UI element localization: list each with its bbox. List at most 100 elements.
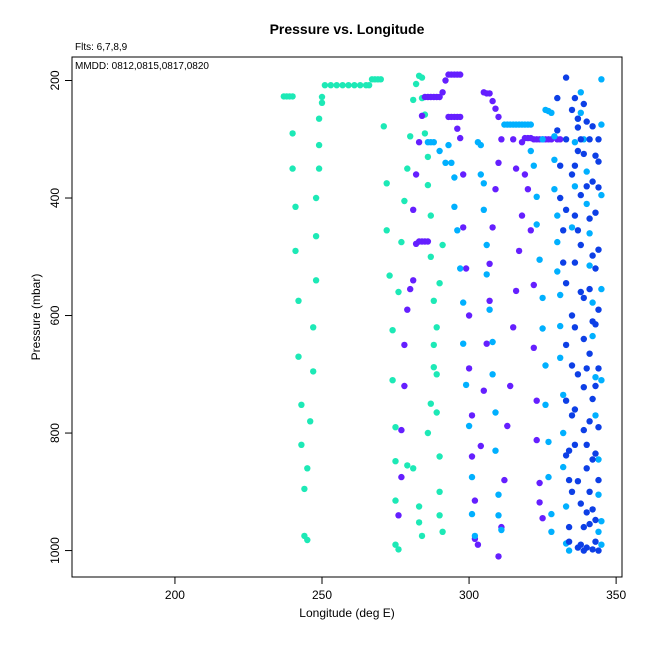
data-point	[592, 412, 599, 419]
data-point	[571, 259, 579, 266]
data-point	[595, 528, 602, 535]
data-point	[304, 465, 311, 472]
data-point	[492, 105, 499, 112]
data-point	[398, 238, 405, 246]
data-point	[598, 377, 605, 384]
data-point	[395, 512, 402, 519]
data-point	[539, 294, 546, 302]
data-point	[504, 422, 511, 430]
data-point	[592, 450, 599, 457]
data-point	[512, 287, 520, 295]
y-tick-label: 400	[48, 188, 62, 208]
data-point	[457, 113, 464, 121]
data-point	[571, 94, 579, 102]
data-point	[560, 429, 567, 437]
data-point	[568, 171, 576, 178]
data-point	[477, 442, 484, 450]
data-point	[486, 90, 493, 97]
data-point	[595, 136, 602, 143]
data-point	[439, 528, 446, 535]
data-point	[589, 506, 596, 513]
data-point	[451, 174, 458, 181]
data-point	[536, 256, 543, 263]
data-point	[407, 133, 414, 140]
data-point	[415, 139, 423, 146]
x-tick-label: 300	[459, 588, 479, 602]
data-point	[554, 212, 561, 219]
data-point	[401, 382, 408, 390]
data-point	[433, 324, 440, 331]
data-point	[554, 238, 561, 246]
data-point	[580, 335, 587, 343]
data-point	[492, 447, 499, 454]
data-point	[583, 118, 590, 125]
data-point	[392, 497, 399, 504]
data-point	[389, 327, 396, 334]
data-point	[574, 115, 582, 122]
data-point	[471, 497, 479, 504]
data-point	[583, 168, 590, 175]
data-point	[462, 381, 470, 389]
data-point	[315, 115, 323, 122]
y-axis: 200 400 600 800 1000	[48, 70, 73, 564]
data-point	[571, 139, 579, 146]
data-point	[507, 382, 514, 390]
data-point	[401, 341, 408, 349]
data-point	[557, 291, 564, 299]
x-tick-label: 200	[165, 588, 185, 602]
data-point	[560, 391, 567, 399]
data-point	[295, 353, 302, 360]
data-point	[407, 285, 414, 293]
data-point	[580, 294, 587, 302]
data-point	[392, 424, 399, 431]
data-point	[562, 341, 570, 349]
data-point	[589, 546, 596, 553]
data-point	[318, 99, 326, 107]
data-point	[545, 438, 552, 446]
data-point	[448, 159, 455, 166]
data-point	[304, 536, 311, 544]
data-point	[410, 465, 417, 472]
data-point	[430, 341, 437, 349]
data-point	[586, 520, 593, 528]
data-point	[439, 241, 446, 249]
data-point	[495, 159, 502, 166]
data-point	[468, 412, 476, 419]
data-point	[557, 194, 564, 202]
data-point	[562, 206, 570, 213]
data-point	[518, 212, 526, 219]
data-point	[495, 491, 502, 498]
data-point	[586, 262, 593, 269]
data-point	[483, 340, 490, 347]
data-point	[580, 523, 587, 531]
data-point	[595, 476, 602, 484]
data-point	[386, 272, 393, 279]
data-point	[410, 277, 417, 284]
data-point	[571, 441, 579, 448]
data-point	[557, 322, 564, 330]
data-point	[442, 77, 449, 84]
data-point	[398, 473, 405, 481]
data-point	[565, 547, 573, 554]
data-point	[568, 362, 576, 369]
data-point	[527, 147, 534, 155]
data-point	[598, 121, 605, 128]
data-point	[327, 82, 334, 89]
data-point	[483, 241, 490, 249]
data-point	[554, 268, 561, 275]
data-point	[562, 136, 570, 143]
data-point	[289, 93, 296, 100]
data-point	[351, 82, 358, 89]
data-point	[560, 463, 567, 471]
data-point	[586, 350, 593, 357]
data-point	[562, 74, 570, 81]
data-point	[562, 280, 570, 287]
data-point	[392, 458, 399, 465]
data-point	[489, 338, 496, 346]
data-point	[577, 191, 584, 199]
data-point	[436, 93, 443, 101]
data-point	[418, 532, 426, 540]
data-point	[539, 136, 546, 143]
data-point	[589, 395, 596, 403]
data-point	[445, 141, 452, 149]
